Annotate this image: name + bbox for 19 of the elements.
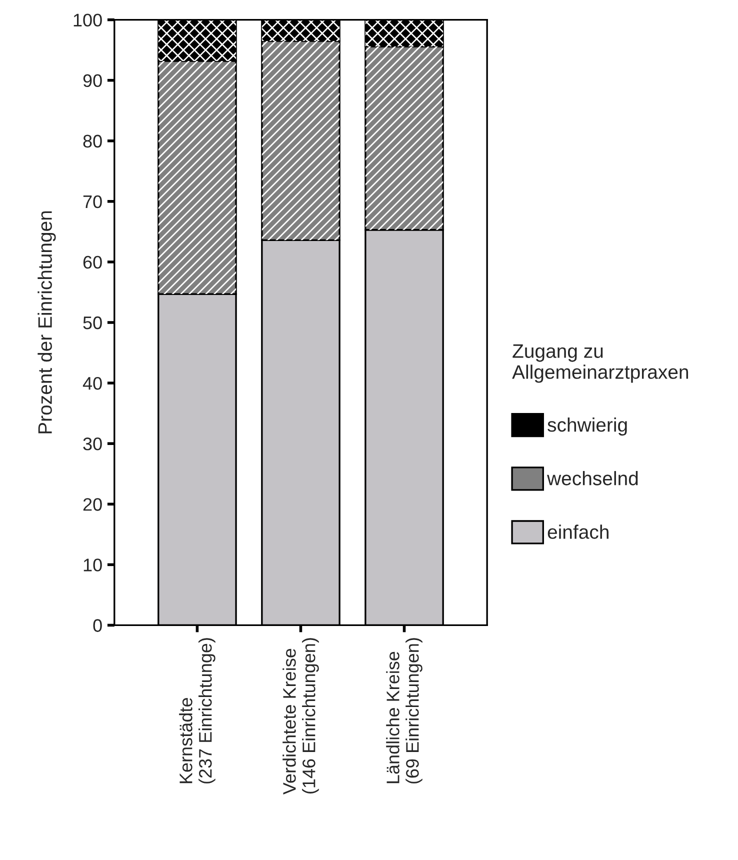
x-tick-label: Verdichtete Kreise (146 Einrichtungen) [282, 638, 319, 795]
y-tick-label: 70 [83, 195, 102, 208]
y-axis-title: Prozent der Einrichtungen [38, 211, 56, 434]
y-tick-label: 40 [82, 376, 102, 390]
legend-title: Zugang zu Allgemeinarztpraxen [512, 344, 688, 383]
legend-label: schwierig [548, 417, 627, 436]
y-tick-label: 100 [74, 14, 102, 26]
y-tick-label: 20 [83, 498, 102, 511]
y-tick-label: 50 [83, 316, 102, 330]
y-tick-label: 0 [93, 619, 102, 632]
y-tick-label: 80 [83, 134, 102, 148]
x-tick-label: Ländliche Kreise (69 Einrichtungen) [386, 638, 422, 784]
x-tick-label: Kernstädte (237 Einrichtunge) [179, 638, 216, 784]
y-tick-label: 30 [83, 438, 102, 450]
y-tick-label: 60 [83, 256, 102, 269]
legend-label: einfach [548, 524, 608, 539]
y-tick-label: 10 [84, 558, 102, 572]
legend-label: wechselnd [547, 471, 638, 486]
y-tick-label: 90 [83, 74, 102, 88]
